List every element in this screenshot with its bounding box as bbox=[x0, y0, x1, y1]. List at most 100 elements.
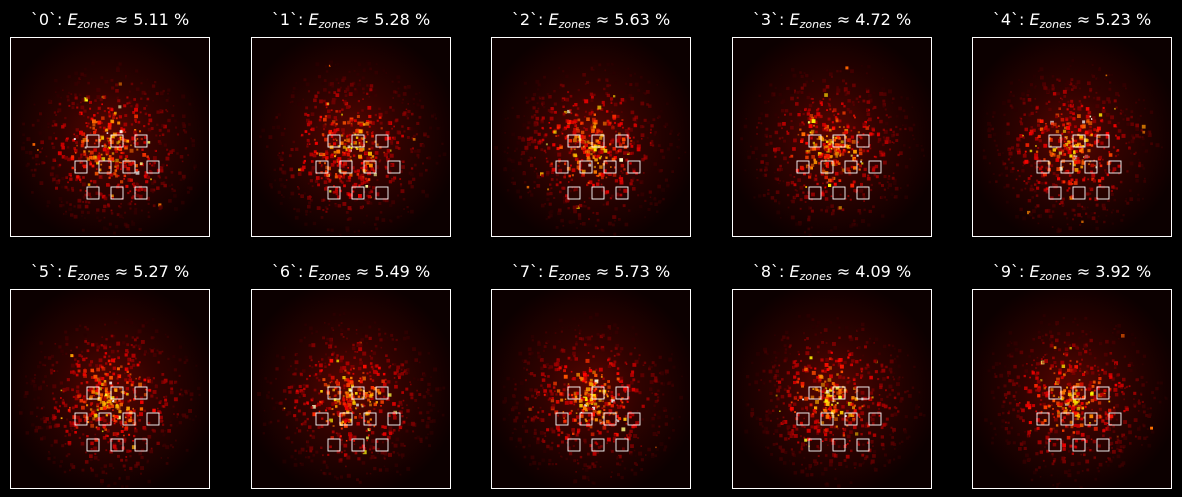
energy-symbol: E bbox=[67, 262, 78, 281]
panel-0: `0`: Ezones ≈ 5.11 % bbox=[10, 7, 210, 237]
energy-subscript: zones bbox=[558, 270, 591, 283]
detector-zone-5 bbox=[363, 412, 377, 426]
detector-zone-1 bbox=[351, 386, 365, 400]
detector-zone-6 bbox=[146, 412, 160, 426]
panel-2: `2`: Ezones ≈ 5.63 % bbox=[491, 7, 691, 237]
detector-zone-5 bbox=[363, 160, 377, 174]
detector-zone-5 bbox=[603, 412, 617, 426]
energy-subscript: zones bbox=[558, 18, 591, 31]
detector-zone-1 bbox=[351, 134, 365, 148]
detector-zone-6 bbox=[387, 412, 401, 426]
detector-zone-5 bbox=[844, 160, 858, 174]
energy-symbol: E bbox=[67, 10, 78, 29]
detector-zone-8 bbox=[351, 438, 365, 452]
panel-title: `1`: Ezones ≈ 5.28 % bbox=[271, 10, 431, 31]
detector-zone-2 bbox=[375, 134, 389, 148]
detector-zone-7 bbox=[1048, 438, 1062, 452]
intensity-map bbox=[973, 38, 1171, 236]
panel-3: `3`: Ezones ≈ 4.72 % bbox=[732, 7, 932, 237]
approx-symbol: ≈ bbox=[836, 262, 851, 281]
detector-zone-2 bbox=[134, 134, 148, 148]
approx-symbol: ≈ bbox=[836, 10, 851, 29]
detector-zone-2 bbox=[1096, 134, 1110, 148]
detector-zone-8 bbox=[1072, 186, 1086, 200]
approx-symbol: ≈ bbox=[114, 10, 129, 29]
energy-symbol: E bbox=[548, 262, 559, 281]
detector-zone-5 bbox=[1084, 160, 1098, 174]
detector-zone-5 bbox=[844, 412, 858, 426]
detector-zone-8 bbox=[1072, 438, 1086, 452]
detector-zone-4 bbox=[820, 160, 834, 174]
intensity-map bbox=[11, 38, 209, 236]
intensity-map bbox=[11, 290, 209, 488]
detector-zone-0 bbox=[567, 134, 581, 148]
detector-zone-3 bbox=[74, 412, 88, 426]
panel-label: `8` bbox=[752, 262, 780, 281]
detector-zone-1 bbox=[591, 134, 605, 148]
approx-symbol: ≈ bbox=[355, 10, 370, 29]
detector-zone-3 bbox=[796, 160, 810, 174]
energy-value: 5.28 bbox=[374, 10, 410, 29]
intensity-image bbox=[491, 289, 691, 489]
detector-zone-9 bbox=[134, 186, 148, 200]
detector-zone-6 bbox=[146, 160, 160, 174]
detector-zone-1 bbox=[110, 134, 124, 148]
detector-zone-3 bbox=[74, 160, 88, 174]
detector-zone-5 bbox=[122, 160, 136, 174]
detector-zone-3 bbox=[315, 160, 329, 174]
detector-zone-3 bbox=[1036, 412, 1050, 426]
approx-symbol: ≈ bbox=[595, 262, 610, 281]
detector-zone-2 bbox=[615, 134, 629, 148]
detector-zone-8 bbox=[591, 438, 605, 452]
energy-unit: % bbox=[895, 262, 912, 281]
panel-title: `4`: Ezones ≈ 5.23 % bbox=[992, 10, 1152, 31]
energy-value: 5.63 bbox=[614, 10, 650, 29]
energy-unit: % bbox=[414, 262, 431, 281]
detector-zone-5 bbox=[122, 412, 136, 426]
panel-7: `7`: Ezones ≈ 5.73 % bbox=[491, 259, 691, 489]
detector-zone-0 bbox=[567, 386, 581, 400]
energy-subscript: zones bbox=[77, 270, 110, 283]
detector-zone-9 bbox=[375, 186, 389, 200]
detector-zone-7 bbox=[567, 186, 581, 200]
detector-zone-8 bbox=[351, 186, 365, 200]
detector-zone-2 bbox=[856, 134, 870, 148]
detector-zone-2 bbox=[856, 386, 870, 400]
detector-zone-7 bbox=[1048, 186, 1062, 200]
energy-unit: % bbox=[654, 262, 671, 281]
panel-label: `3` bbox=[752, 10, 780, 29]
approx-symbol: ≈ bbox=[1076, 10, 1091, 29]
panel-title: `9`: Ezones ≈ 3.92 % bbox=[992, 262, 1152, 283]
energy-value: 3.92 bbox=[1095, 262, 1131, 281]
detector-zone-4 bbox=[98, 160, 112, 174]
detector-zone-4 bbox=[579, 412, 593, 426]
detector-zone-6 bbox=[868, 412, 882, 426]
detector-zone-0 bbox=[327, 134, 341, 148]
panel-title: `7`: Ezones ≈ 5.73 % bbox=[511, 262, 671, 283]
intensity-image bbox=[972, 289, 1172, 489]
detector-zone-6 bbox=[627, 160, 641, 174]
intensity-image bbox=[491, 37, 691, 237]
energy-symbol: E bbox=[789, 10, 800, 29]
panel-label: `7` bbox=[511, 262, 539, 281]
panel-title: `3`: Ezones ≈ 4.72 % bbox=[752, 10, 912, 31]
detector-zone-6 bbox=[387, 160, 401, 174]
detector-zone-9 bbox=[615, 186, 629, 200]
intensity-image bbox=[10, 289, 210, 489]
approx-symbol: ≈ bbox=[114, 262, 129, 281]
detector-zone-0 bbox=[1048, 386, 1062, 400]
detector-zone-5 bbox=[1084, 412, 1098, 426]
intensity-map bbox=[492, 38, 690, 236]
detector-zone-9 bbox=[856, 186, 870, 200]
intensity-map bbox=[252, 38, 450, 236]
panel-title: `0`: Ezones ≈ 5.11 % bbox=[30, 10, 190, 31]
detector-zone-1 bbox=[1072, 386, 1086, 400]
energy-value: 4.72 bbox=[855, 10, 891, 29]
energy-subscript: zones bbox=[799, 270, 832, 283]
detector-zone-3 bbox=[315, 412, 329, 426]
detector-zone-8 bbox=[832, 438, 846, 452]
detector-zone-8 bbox=[591, 186, 605, 200]
panel-6: `6`: Ezones ≈ 5.49 % bbox=[251, 259, 451, 489]
detector-zone-4 bbox=[579, 160, 593, 174]
detector-zone-6 bbox=[868, 160, 882, 174]
